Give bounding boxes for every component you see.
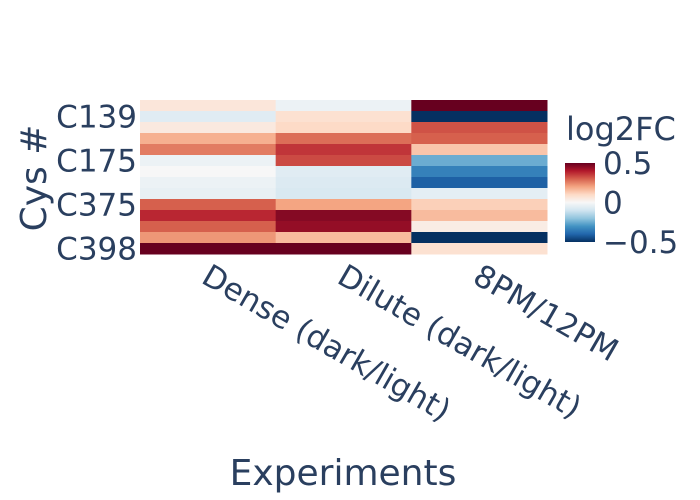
- heatmap-cell: [275, 100, 412, 112]
- heatmap-cell: [411, 232, 548, 244]
- heatmap-cell: [140, 177, 277, 189]
- heatmap-cell: [275, 166, 412, 178]
- y-tick-label: C139: [56, 100, 137, 136]
- heatmap-cell: [411, 122, 548, 134]
- heatmap-cell: [140, 210, 277, 222]
- heatmap-cell: [411, 166, 548, 178]
- colorbar-tick-label: 0: [603, 186, 623, 222]
- colorbar: log2FC 0.5 0−0.5: [565, 110, 678, 261]
- heatmap-cell: [275, 199, 412, 211]
- y-axis-title: Cys #: [14, 125, 55, 232]
- y-axis-ticks: C139 C175 C375 C398: [56, 100, 137, 268]
- colorbar-tick-label: −0.5: [603, 225, 678, 261]
- y-tick-label: C175: [56, 144, 137, 180]
- heatmap-cell: [140, 100, 277, 112]
- heatmap-cell: [140, 221, 277, 233]
- heatmap-cell: [275, 243, 412, 255]
- heatmap-cell: [411, 155, 548, 167]
- heatmap-cell: [140, 111, 277, 123]
- heatmap-cell: [140, 199, 277, 211]
- heatmap-cell: [411, 210, 548, 222]
- heatmap-cell: [275, 232, 412, 244]
- heatmap-cell: [140, 243, 277, 255]
- colorbar-tick-label: 0.5: [603, 146, 652, 182]
- colorbar-gradient: [565, 163, 595, 242]
- heatmap-cell: [140, 133, 277, 145]
- heatmap-cell: [140, 144, 277, 156]
- heatmap-cell: [275, 133, 412, 145]
- x-tick-label: Dense (dark/light): [196, 258, 457, 429]
- heatmap-cell: [411, 100, 548, 112]
- heatmap-cell: [411, 133, 548, 145]
- heatmap-cell: [140, 166, 277, 178]
- heatmap-cell: [275, 210, 412, 222]
- heatmap-cells: [140, 100, 548, 255]
- heatmap-cell: [275, 144, 412, 156]
- heatmap-cell: [411, 111, 548, 123]
- heatmap-cell: [411, 144, 548, 156]
- heatmap-cell: [275, 122, 412, 134]
- heatmap-cell: [275, 111, 412, 123]
- colorbar-ticks: 0.5 0−0.5: [603, 146, 678, 261]
- y-tick-label: C375: [56, 188, 137, 224]
- heatmap-cell: [411, 199, 548, 211]
- y-tick-label: C398: [56, 232, 137, 268]
- heatmap-cell: [275, 221, 412, 233]
- heatmap-cell: [411, 221, 548, 233]
- x-axis-title: Experiments: [230, 453, 457, 494]
- heatmap-cell: [275, 177, 412, 189]
- heatmap-cell: [275, 188, 412, 200]
- heatmap-cell: [411, 243, 548, 255]
- heatmap-cell: [140, 232, 277, 244]
- x-axis-ticks: Dense (dark/light)Dilute (dark/light)8PM…: [196, 258, 624, 429]
- heatmap-cell: [140, 188, 277, 200]
- heatmap-cell: [140, 155, 277, 167]
- heatmap-cell: [411, 188, 548, 200]
- heatmap-cell: [275, 155, 412, 167]
- colorbar-title: log2FC: [566, 110, 676, 148]
- heatmap-cell: [411, 177, 548, 189]
- x-tick-label: Dilute (dark/light): [332, 258, 588, 426]
- heatmap-cell: [140, 122, 277, 134]
